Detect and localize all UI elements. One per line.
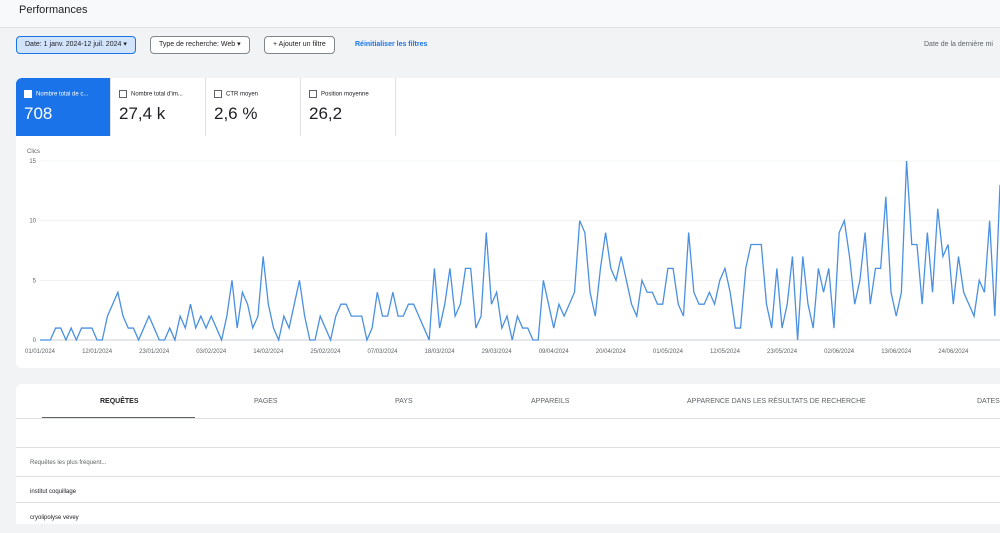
- x-tick-label: 13/06/2024: [881, 349, 912, 355]
- x-tick-label: 07/03/2024: [367, 349, 398, 355]
- x-tick-label: 03/02/2024: [196, 349, 227, 355]
- metric-value: 708: [24, 104, 53, 123]
- x-tick-label: 29/03/2024: [482, 349, 513, 355]
- x-tick-label: 14/02/2024: [253, 349, 284, 355]
- add-filter[interactable]: + Ajouter un filtre: [264, 36, 335, 54]
- metric-label: Position moyenne: [321, 91, 369, 98]
- tab[interactable]: PAYS: [395, 398, 413, 405]
- reset-filters[interactable]: Réinitialiser les filtres: [355, 41, 428, 48]
- x-tick-label: 24/06/2024: [938, 349, 969, 355]
- y-tick-label: 15: [29, 159, 36, 165]
- x-tick-label: 18/03/2024: [425, 349, 456, 355]
- table-card: [16, 384, 1000, 524]
- y-tick-label: 5: [33, 278, 37, 284]
- metric-value: 2,6 %: [214, 104, 258, 123]
- x-tick-label: 01/01/2024: [25, 349, 56, 355]
- page-title: Performances: [19, 4, 88, 16]
- metric-card[interactable]: Nombre total d'im... 27,4 k: [111, 78, 206, 136]
- last-update: Date de la dernière mi: [924, 41, 993, 48]
- x-tick-label: 12/01/2024: [82, 349, 113, 355]
- tab[interactable]: APPARENCE DANS LES RÉSULTATS DE RECHERCH…: [687, 398, 866, 405]
- table-row[interactable]: cryolipolyse vevey: [16, 502, 1000, 532]
- metric-value: 26,2: [309, 104, 343, 123]
- tab[interactable]: PAGES: [254, 398, 278, 405]
- y-tick-label: 0: [33, 338, 37, 344]
- metric-label: Nombre total de c...: [36, 91, 89, 98]
- date-filter-label: Date: 1 janv. 2024-12 juil. 2024: [25, 41, 122, 48]
- chart: Clics 0 5 10 15 01/01/2024 12/01/2024 23/01/20…: [25, 149, 1000, 355]
- tab[interactable]: APPAREILS: [531, 398, 570, 405]
- line-series: [40, 160, 1000, 343]
- y-tick-label: 10: [29, 219, 36, 225]
- search-type-filter[interactable]: Type de recherche: Web ▾: [150, 36, 250, 54]
- add-filter-label: Ajouter un filtre: [278, 41, 326, 48]
- date-filter[interactable]: Date: 1 janv. 2024-12 juil. 2024 ▾: [16, 36, 136, 54]
- tab[interactable]: REQUÊTES: [100, 398, 139, 405]
- table-row[interactable]: institut coquillage: [16, 476, 1000, 506]
- x-tick-label: 12/05/2024: [710, 349, 741, 355]
- tab[interactable]: DATES: [977, 398, 1000, 405]
- filter-row: [16, 418, 1000, 448]
- metric-card[interactable]: CTR moyen 2,6 %: [206, 78, 301, 136]
- x-tick-label: 23/01/2024: [139, 349, 170, 355]
- metric-card[interactable]: Nombre total de c... 708: [16, 78, 111, 136]
- x-tick-label: 01/05/2024: [653, 349, 684, 355]
- search-type-label: Type de recherche: Web: [159, 41, 236, 48]
- x-tick-label: 25/02/2024: [310, 349, 341, 355]
- metric-card[interactable]: Position moyenne 26,2: [301, 78, 396, 136]
- x-tick-label: 02/06/2024: [824, 349, 855, 355]
- metric-label: CTR moyen: [226, 91, 259, 98]
- metric-value: 27,4 k: [119, 104, 166, 123]
- y-axis-label: Clics: [27, 149, 40, 155]
- table-header: Requêtes les plus fréquent...: [16, 447, 1000, 477]
- header: Performances: [0, 0, 1000, 28]
- x-tick-label: 20/04/2024: [596, 349, 627, 355]
- metric-label: Nombre total d'im...: [131, 91, 183, 98]
- x-tick-label: 09/04/2024: [539, 349, 570, 355]
- x-tick-label: 23/05/2024: [767, 349, 798, 355]
